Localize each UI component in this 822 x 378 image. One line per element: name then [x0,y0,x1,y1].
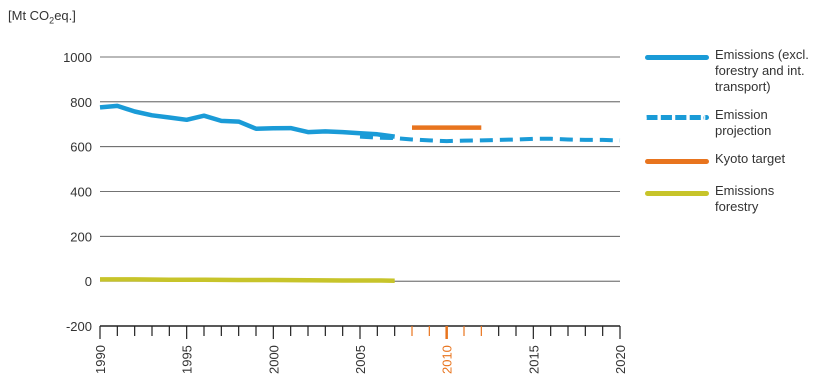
x-tick-label: 2005 [353,345,368,374]
y-tick-label: 0 [85,274,92,289]
legend-label-kyoto-target: Kyoto target [715,151,786,166]
legend-swatch-emissions [645,55,709,60]
x-tick-label: 2020 [613,345,628,374]
legend-swatch-projection [645,115,709,120]
y-tick-label: 600 [70,140,92,155]
legend-label-forestry: Emissions forestry [715,183,775,214]
legend-item-emissions: Emissions (excl. forestry and int. trans… [645,47,820,95]
y-tick-label: 200 [70,229,92,244]
series-line-0 [99,103,395,139]
x-tick-label: 2015 [526,345,541,374]
y-tick-label: 400 [70,185,92,200]
y-axis-unit-label: [Mt CO2eq.] [8,8,76,26]
y-tick-label: 800 [70,95,92,110]
x-tick-label: 1990 [93,345,108,374]
legend-swatch-forestry [645,191,709,196]
series-line-1 [359,134,621,144]
x-tick-label: 1995 [180,345,195,374]
y-tick-label: 1000 [63,50,92,65]
legend-item-projection: Emission projection [645,107,820,139]
x-tick-label: 2010 [440,345,455,374]
series-line-3 [100,277,395,283]
legend-swatch-kyoto-target [645,159,709,164]
legend-label-projection: Emission projection [715,107,772,138]
y-tick-label: -200 [66,319,92,334]
chart-legend: Emissions (excl. forestry and int. trans… [645,47,820,227]
legend-item-kyoto-target: Kyoto target [645,151,820,171]
legend-label-emissions: Emissions (excl. forestry and int. trans… [715,47,809,94]
legend-item-forestry: Emissions forestry [645,183,820,215]
x-tick-label: 2000 [266,345,281,374]
